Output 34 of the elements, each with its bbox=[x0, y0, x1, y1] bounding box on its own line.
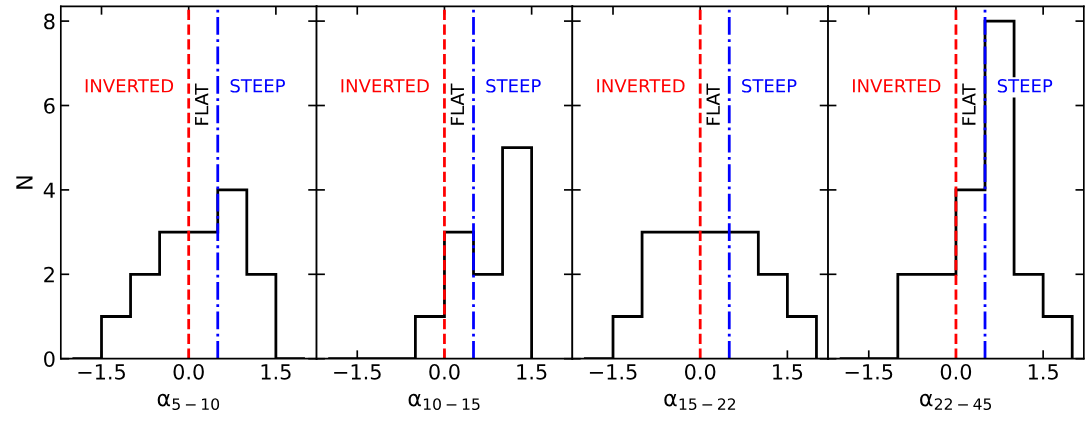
x-tick-label: 0.0 bbox=[685, 363, 716, 380]
x-tick-label: 1.5 bbox=[1028, 364, 1058, 380]
x-axis-title: α$_{22−45}$ bbox=[920, 393, 992, 411]
y-tick-label: 8 bbox=[44, 13, 55, 30]
x-tick-label: −1.5 bbox=[78, 364, 125, 380]
ref-line-label: STEEP bbox=[486, 78, 541, 93]
annotation: FLAT bbox=[450, 83, 464, 125]
ref-line-label: STEEP bbox=[742, 78, 797, 93]
x-tick-label: 0.0 bbox=[173, 363, 204, 380]
ref-line-label: STEEP bbox=[997, 78, 1053, 93]
x-axis-title: α$_{15−22}$ bbox=[664, 393, 736, 411]
x-tick-label: 1.5 bbox=[773, 364, 803, 380]
annotation: FLAT bbox=[706, 83, 720, 125]
x-tick-label: 1.5 bbox=[261, 364, 291, 380]
x-tick-label: −1.5 bbox=[845, 364, 893, 380]
ref-line-label: STEEP bbox=[230, 78, 285, 93]
annotation: FLAT bbox=[195, 83, 209, 125]
y-tick-label: 6 bbox=[44, 97, 55, 114]
x-axis-title: α$_{5−10}$ bbox=[157, 393, 220, 411]
y-axis-title: N bbox=[16, 176, 33, 189]
ref-line-label: INVERTED bbox=[341, 79, 429, 93]
ref-line-label: INVERTED bbox=[853, 79, 941, 93]
y-tick-label: 0 bbox=[44, 351, 55, 367]
x-tick-label: −1.5 bbox=[589, 364, 637, 380]
x-tick-label: 1.5 bbox=[517, 364, 547, 380]
ref-line-label: INVERTED bbox=[85, 79, 174, 93]
y-tick-label: 4 bbox=[43, 182, 55, 198]
x-tick-label: 0.0 bbox=[429, 363, 460, 380]
ref-line-label: INVERTED bbox=[597, 79, 685, 93]
x-tick-label: −1.5 bbox=[334, 364, 381, 380]
x-axis-title: α$_{10−15}$ bbox=[408, 393, 480, 411]
x-tick-label: 0.0 bbox=[940, 363, 972, 380]
annotation: FLAT bbox=[962, 83, 976, 125]
y-tick-label: 2 bbox=[44, 266, 54, 283]
